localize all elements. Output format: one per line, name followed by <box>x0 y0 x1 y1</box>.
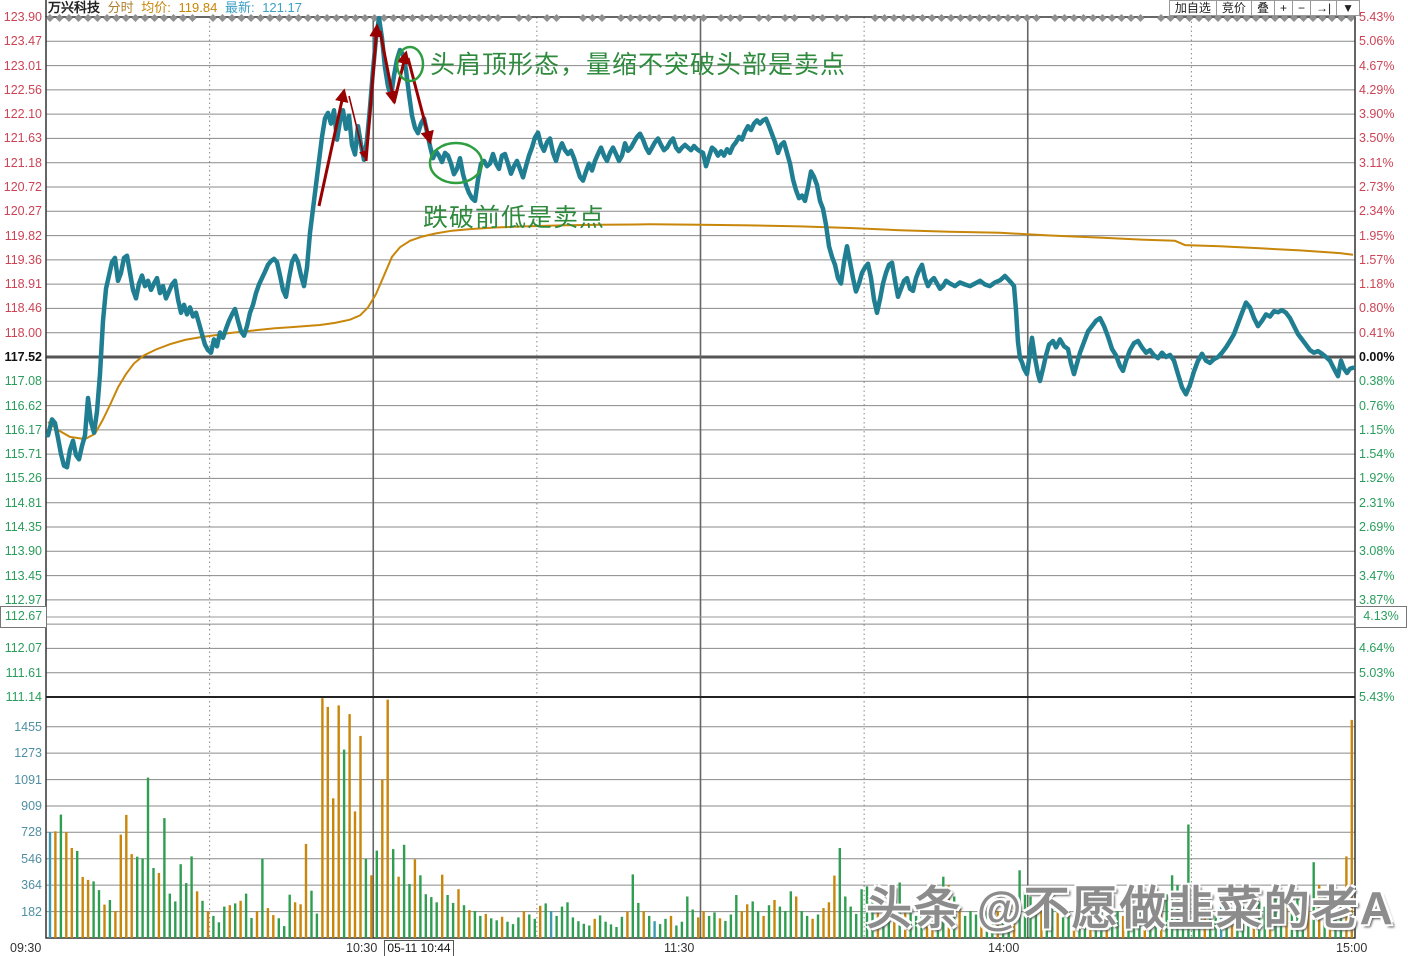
pct-axis-label: 1.54% <box>1359 447 1395 462</box>
pct-axis-label: 5.03% <box>1359 665 1395 680</box>
volume-axis-label: 909 <box>21 799 42 814</box>
volume-axis-label: 1091 <box>14 772 42 787</box>
pct-axis-label: 1.18% <box>1359 277 1395 292</box>
mode-label[interactable]: 分时 <box>107 0 134 15</box>
price-axis-label: 115.26 <box>4 471 42 486</box>
pct-axis-label: 3.47% <box>1359 568 1395 583</box>
pct-axis-label: 4.29% <box>1359 82 1395 97</box>
last-price-value: 121.17 <box>262 0 302 15</box>
price-axis-label: 120.27 <box>3 204 42 219</box>
pct-axis-label: 1.95% <box>1359 228 1395 243</box>
chevron-down-icon[interactable]: ▼ <box>1337 0 1360 16</box>
watermark: 头条 @不愿做韭菜的老A <box>866 882 1395 934</box>
time-label-1130: 11:30 <box>664 941 695 955</box>
pct-axis-label: 2.73% <box>1359 180 1395 194</box>
pct-axis-label: 1.57% <box>1359 252 1395 267</box>
last-price-label: 最新: <box>224 0 255 15</box>
pct-axis-label: 3.87% <box>1359 592 1395 607</box>
pct-axis-label: 3.08% <box>1359 544 1395 559</box>
pct-axis-label: 0.38% <box>1359 374 1395 389</box>
avg-price-label: 均价: <box>141 0 171 15</box>
price-axis-label: 123.90 <box>3 10 42 24</box>
price-axis-label: 121.63 <box>3 131 42 146</box>
volume-axis-label: 728 <box>21 825 42 840</box>
price-axis-label: 123.01 <box>3 58 42 73</box>
price-axis-label: 113.45 <box>4 568 42 583</box>
cursor-time-box: 05-11 10:44 <box>384 940 454 956</box>
price-axis-label: 118.46 <box>4 301 42 316</box>
volume-axis-label: 1273 <box>14 746 42 761</box>
add-watchlist-button[interactable]: 加自选 <box>1168 0 1217 16</box>
pct-axis-label: 5.43% <box>1359 10 1395 24</box>
pct-axis-label: 0.80% <box>1359 301 1395 316</box>
skip-to-end-icon[interactable]: →| <box>1310 0 1338 16</box>
pct-axis-label: 0.00% <box>1359 350 1395 364</box>
call-auction-button[interactable]: 竞价 <box>1216 0 1252 16</box>
price-axis-label: 122.56 <box>3 82 42 97</box>
price-axis-label: 112.07 <box>4 641 42 656</box>
annotation-break-low: 跌破前低是卖点 <box>423 205 606 232</box>
time-label-1030: 10:30 <box>346 941 378 955</box>
time-label-1400: 14:00 <box>988 941 1020 955</box>
price-axis-label: 118.91 <box>4 277 42 292</box>
price-axis-label: 113.90 <box>4 544 42 559</box>
price-axis-label: 119.82 <box>4 228 42 243</box>
volume-axis-label: 546 <box>21 851 42 866</box>
pct-axis-label: 4.67% <box>1359 58 1395 73</box>
time-label-0930: 09:30 <box>10 941 42 955</box>
pct-axis-label: 0.41% <box>1359 325 1395 340</box>
zoom-out-button[interactable]: − <box>1292 0 1311 16</box>
price-axis-label: 123.47 <box>3 34 42 49</box>
price-axis-label: 111.61 <box>5 665 42 680</box>
price-axis-label: 114.35 <box>4 520 42 534</box>
avg-price-value: 119.84 <box>178 0 218 15</box>
price-axis-label: 118.00 <box>4 325 42 340</box>
price-axis-label: 112.97 <box>4 592 42 607</box>
pct-axis-label: 1.92% <box>1359 471 1395 486</box>
pct-axis-label: 1.15% <box>1359 422 1395 437</box>
price-axis-label: 116.17 <box>4 422 42 437</box>
price-axis-label: 114.81 <box>4 495 42 510</box>
price-axis-label: 117.08 <box>4 374 42 389</box>
time-label-1500: 15:00 <box>1336 941 1368 955</box>
annotation-head-shoulders: 头肩顶形态，量缩不突破头部是卖点 <box>430 52 847 79</box>
toolbar: 加自选 竞价 叠 + − →| ▼ <box>1168 0 1360 16</box>
header: 万兴科技 分时 均价: 119.84 最新: 121.17 <box>48 0 306 16</box>
overlay-button[interactable]: 叠 <box>1251 0 1275 16</box>
price-axis-label: 116.62 <box>4 398 42 413</box>
pct-axis-label: 5.06% <box>1359 34 1395 49</box>
pct-axis-label: 2.31% <box>1359 495 1395 510</box>
pct-axis-label: 3.50% <box>1359 131 1395 146</box>
pct-axis-label: 5.43% <box>1359 690 1395 704</box>
pct-axis-label: 3.11% <box>1359 155 1394 170</box>
pct-axis-label: 0.76% <box>1359 398 1395 413</box>
price-axis-label: 115.71 <box>4 447 42 462</box>
pct-axis-label: 2.34% <box>1359 204 1395 219</box>
price-axis-label: 117.52 <box>4 350 42 364</box>
volume-axis-label: 364 <box>21 878 42 893</box>
pct-axis-label: 3.90% <box>1359 107 1395 122</box>
volume-axis-label: 182 <box>21 904 42 919</box>
pct-axis-label: 2.69% <box>1359 520 1395 534</box>
cursor-price-box: 112.67 <box>0 606 47 628</box>
cursor-pct-box: 4.13% <box>1355 606 1407 628</box>
price-axis-label: 111.14 <box>5 690 42 704</box>
price-axis-label: 121.18 <box>3 155 42 170</box>
volume-axis-label: 1455 <box>14 719 42 734</box>
price-axis-label: 120.72 <box>3 180 42 194</box>
price-axis-label: 119.36 <box>4 252 42 267</box>
zoom-in-button[interactable]: + <box>1274 0 1293 16</box>
pct-axis-label: 4.64% <box>1359 641 1395 656</box>
price-axis-label: 122.10 <box>3 107 42 122</box>
stock-name: 万兴科技 <box>48 0 101 15</box>
